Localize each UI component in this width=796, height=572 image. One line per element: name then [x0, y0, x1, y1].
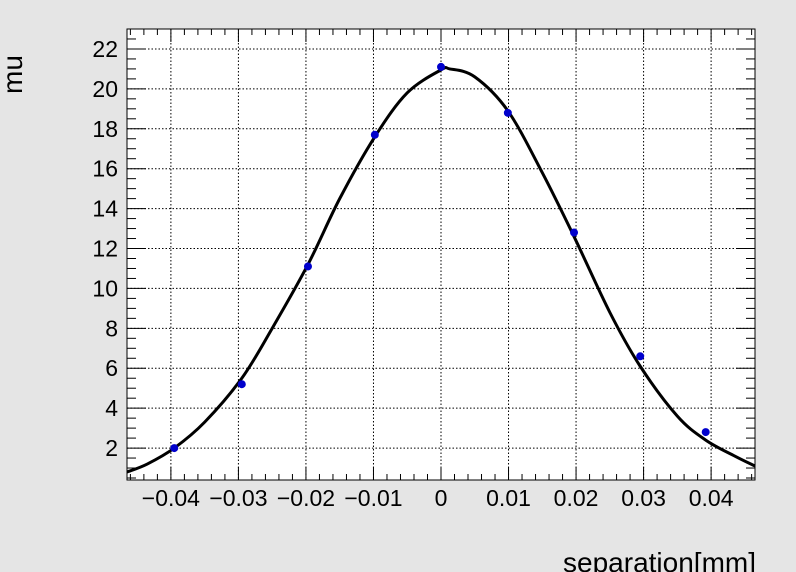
data-point [303, 262, 312, 271]
y-tick-label: 14 [92, 196, 118, 222]
data-point [701, 428, 710, 437]
data-point [503, 108, 512, 117]
fit-curve [126, 65, 756, 474]
x-tick-label: −0.02 [277, 485, 335, 511]
y-tick-label: 6 [105, 355, 118, 381]
plot-frame [126, 28, 756, 481]
x-tick-label: 0 [435, 485, 448, 511]
y-tick-label: 18 [92, 116, 118, 142]
y-tick-label: 2 [105, 435, 118, 461]
y-tick-label: 10 [92, 275, 118, 301]
data-point [636, 352, 645, 361]
x-axis-label: separation[mm] [563, 547, 756, 572]
axis-ticks [127, 29, 755, 480]
y-tick-labels: 2 4 6 8 10 12 14 16 18 20 22 [92, 36, 118, 461]
data-point [437, 62, 445, 71]
y-tick-label: 20 [92, 76, 118, 102]
x-tick-label: −0.03 [209, 485, 267, 511]
x-tick-label: −0.01 [344, 485, 402, 511]
data-point [370, 130, 379, 139]
grid [127, 29, 755, 480]
data-point [570, 228, 579, 237]
fit-curve-group [126, 65, 756, 474]
data-points-group [170, 62, 710, 453]
y-tick-label: 22 [92, 36, 118, 62]
y-tick-label: 4 [105, 395, 118, 421]
data-point [237, 380, 246, 389]
x-tick-labels: −0.04 −0.03 −0.02 −0.01 0 0.01 0.02 0.03 0.04 [142, 485, 734, 511]
y-axis-label: mu [0, 55, 28, 94]
y-tick-label: 16 [92, 156, 118, 182]
x-tick-label: 0.04 [689, 485, 734, 511]
x-tick-label: −0.04 [142, 485, 200, 511]
y-tick-label: 8 [105, 315, 118, 341]
data-point [170, 444, 179, 453]
x-tick-label: 0.03 [621, 485, 666, 511]
x-tick-label: 0.01 [486, 485, 531, 511]
x-tick-label: 0.02 [554, 485, 599, 511]
y-tick-label: 12 [92, 236, 118, 262]
